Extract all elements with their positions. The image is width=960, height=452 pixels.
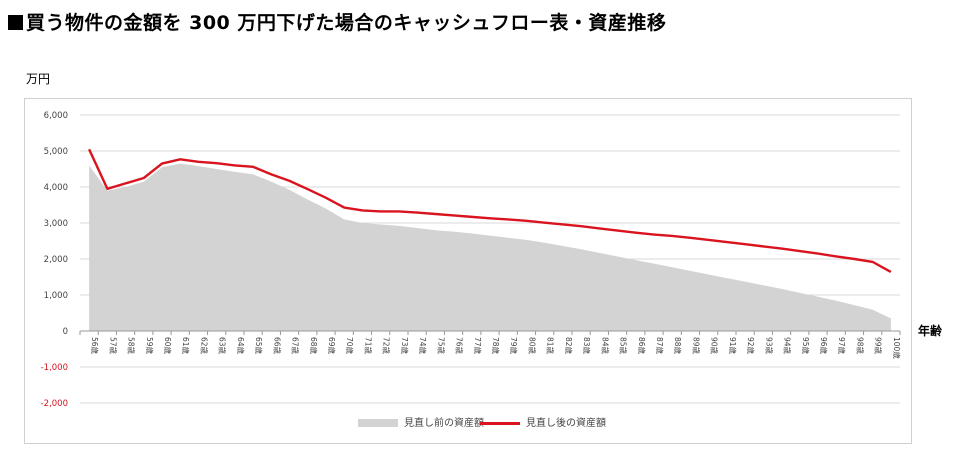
x-axis-unit: 年齢 xyxy=(918,324,943,338)
x-tick-label: 57歳 xyxy=(108,337,118,355)
y-tick-label: 5,000 xyxy=(44,147,68,157)
x-tick-label: 79歳 xyxy=(509,337,519,355)
x-tick-label: 63歳 xyxy=(218,337,228,355)
y-tick-label: 6,000 xyxy=(44,111,68,121)
x-tick-label: 88歳 xyxy=(673,337,683,355)
series-area-before xyxy=(89,163,891,331)
y-tick-label: 2,000 xyxy=(44,255,68,265)
x-tick-label: 72歳 xyxy=(382,337,392,355)
x-tick-label: 61歳 xyxy=(181,337,191,355)
x-tick-label: 91歳 xyxy=(728,337,738,355)
x-tick-label: 81歳 xyxy=(546,337,556,355)
x-tick-label: 92歳 xyxy=(746,337,756,355)
y-tick-label: -1,000 xyxy=(41,363,68,373)
x-tick-label: 99歳 xyxy=(874,337,884,355)
square-bullet-icon xyxy=(8,15,23,30)
x-tick-label: 83歳 xyxy=(582,337,592,355)
x-tick-label: 84歳 xyxy=(600,337,610,355)
series-line-after xyxy=(88,148,892,274)
x-tick-label: 98歳 xyxy=(855,337,865,355)
x-tick-label: 80歳 xyxy=(527,337,537,355)
x-tick-label: 65歳 xyxy=(254,337,264,355)
y-tick-label: -2,000 xyxy=(41,399,68,409)
chart-title: 買う物件の金額を 300 万円下げた場合のキャッシュフロー表・資産推移 xyxy=(8,8,666,35)
x-tick-label: 82歳 xyxy=(564,337,574,355)
legend-label-after: 見直し後の資産額 xyxy=(526,418,606,429)
x-tick-label: 74歳 xyxy=(418,337,428,355)
x-tick-label: 60歳 xyxy=(163,337,173,355)
legend-label-before: 見直し前の資産額 xyxy=(404,418,484,429)
x-tick-label: 73歳 xyxy=(400,337,410,355)
x-tick-label: 56歳 xyxy=(90,337,100,355)
x-tick-label: 97歳 xyxy=(837,337,847,355)
chart-frame xyxy=(24,98,912,444)
x-tick-label: 96歳 xyxy=(819,337,829,355)
x-tick-label: 90歳 xyxy=(710,337,720,355)
x-tick-label: 69歳 xyxy=(327,337,337,355)
x-tick-label: 67歳 xyxy=(291,337,301,355)
y-axis-unit: 万円 xyxy=(26,72,51,86)
legend-swatch-line xyxy=(480,421,520,425)
x-tick-label: 64歳 xyxy=(236,337,246,355)
legend-item-before: 見直し前の資産額 xyxy=(358,414,484,429)
x-tick-label: 95歳 xyxy=(801,337,811,355)
x-tick-label: 71歳 xyxy=(363,337,373,355)
x-tick-label: 58歳 xyxy=(127,337,137,355)
x-tick-label: 87歳 xyxy=(655,337,665,355)
x-tick-label: 76歳 xyxy=(455,337,465,355)
x-tick-label: 75歳 xyxy=(436,337,446,355)
chart-title-text: 買う物件の金額を 300 万円下げた場合のキャッシュフロー表・資産推移 xyxy=(26,12,667,34)
legend-item-after: 見直し後の資産額 xyxy=(480,414,606,429)
y-tick-label: 4,000 xyxy=(44,183,68,193)
x-tick-label: 100歳 xyxy=(892,337,902,359)
x-tick-label: 70歳 xyxy=(345,337,355,355)
x-tick-label: 68歳 xyxy=(309,337,319,355)
x-tick-label: 94歳 xyxy=(783,337,793,355)
y-tick-label: 1,000 xyxy=(44,291,68,301)
x-tick-label: 85歳 xyxy=(619,337,629,355)
x-tick-label: 62歳 xyxy=(199,337,209,355)
x-tick-label: 78歳 xyxy=(491,337,501,355)
x-tick-label: 59歳 xyxy=(145,337,155,355)
y-tick-label: 3,000 xyxy=(44,219,68,229)
x-tick-label: 89歳 xyxy=(691,337,701,355)
x-tick-label: 66歳 xyxy=(272,337,282,355)
y-tick-label: 0 xyxy=(63,327,68,337)
legend-swatch-area xyxy=(358,419,398,427)
x-tick-label: 86歳 xyxy=(637,337,647,355)
x-tick-label: 77歳 xyxy=(473,337,483,355)
x-tick-label: 93歳 xyxy=(764,337,774,355)
